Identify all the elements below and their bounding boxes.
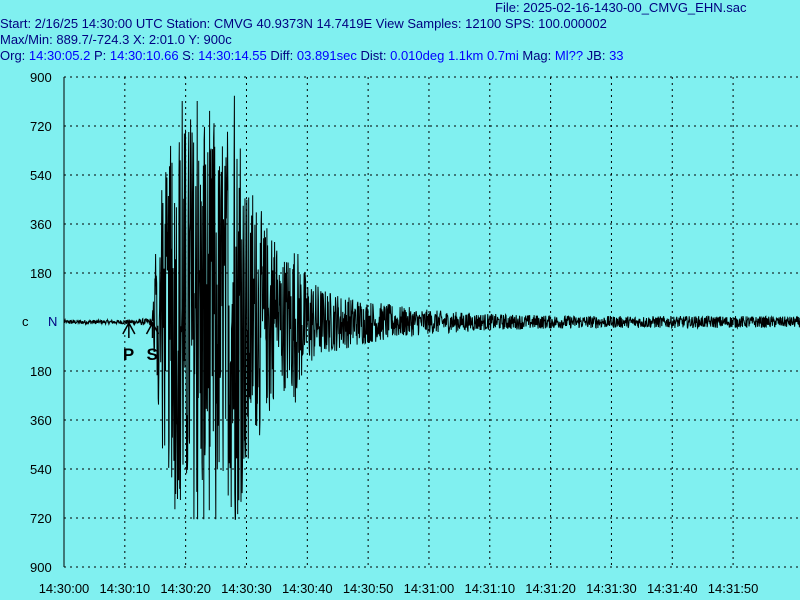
pick-arrow <box>122 321 136 338</box>
x-tick-label: 14:31:40 <box>647 581 698 596</box>
x-tick-label: 14:30:10 <box>100 581 151 596</box>
mag-value: Ml?? <box>554 48 584 63</box>
y-tick-label: 180 <box>30 364 52 379</box>
jb-label: JB: <box>583 48 610 63</box>
x-tick-label: 14:31:30 <box>586 581 637 596</box>
y-tick-label: 900 <box>30 560 52 575</box>
seismic-trace <box>63 95 800 520</box>
x-tick-label: 14:31:50 <box>708 581 759 596</box>
y-unit-label: c <box>22 314 29 329</box>
y-tick-label: 540 <box>30 168 52 183</box>
header-line-maxmin: Max/Min: 889.7/-724.3 X: 2:01.0 Y: 900c <box>0 32 232 47</box>
pick-marker-s: S <box>145 321 160 364</box>
pick-arrow <box>145 321 160 338</box>
pick-label: S <box>147 345 158 364</box>
s-time: 14:30:14.55 <box>198 48 267 63</box>
dist-value: 0.010deg 1.1km 0.7mi <box>390 48 519 63</box>
y-tick-label: 360 <box>30 413 52 428</box>
p-time: 14:30:10.66 <box>109 48 179 63</box>
origin-label: Org: <box>0 48 29 63</box>
grid <box>63 76 800 568</box>
x-tick-label: 14:30:30 <box>221 581 272 596</box>
diff-value: 03.891sec <box>296 48 357 63</box>
x-tick-label: 14:31:00 <box>404 581 455 596</box>
x-tick-label: 14:30:20 <box>160 581 211 596</box>
y-axis-ticks: 900 720 540 360 180 180 360 540 720 900 <box>30 70 52 575</box>
y-tick-label: 540 <box>30 462 52 477</box>
y-tick-label: 180 <box>30 266 52 281</box>
y-tick-label: 720 <box>30 119 52 134</box>
x-axis-ticks: 14:30:00 14:30:10 14:30:20 14:30:30 14:30:40… <box>39 581 759 596</box>
x-tick-label: 14:30:00 <box>39 581 90 596</box>
center-marker: N <box>48 314 57 329</box>
diff-label: Diff: <box>266 48 297 63</box>
y-tick-label: 720 <box>30 511 52 526</box>
y-tick-label: 900 <box>30 70 52 85</box>
pick-label: P <box>123 345 134 364</box>
x-tick-label: 14:31:20 <box>525 581 576 596</box>
pick-marker-p: P <box>122 321 136 364</box>
y-tick-label: 360 <box>30 217 52 232</box>
mag-label: Mag: <box>518 48 555 63</box>
header-line-start: Start: 2/16/25 14:30:00 UTC Station: CMV… <box>0 16 607 31</box>
dist-label: Dist: <box>356 48 391 63</box>
x-tick-label: 14:30:50 <box>343 581 394 596</box>
s-label: S: <box>178 48 199 63</box>
origin-time: 14:30:05.2 <box>28 48 91 63</box>
jb-value: 33 <box>609 48 624 63</box>
header-line-origin: Org: 14:30:05.2 P: 14:30:10.66 S: 14:30:… <box>0 48 624 64</box>
p-label: P: <box>90 48 110 63</box>
file-name: File: 2025-02-16-1430-00_CMVG_EHN.sac <box>495 0 747 15</box>
x-tick-label: 14:31:10 <box>464 581 515 596</box>
x-tick-label: 14:30:40 <box>282 581 333 596</box>
